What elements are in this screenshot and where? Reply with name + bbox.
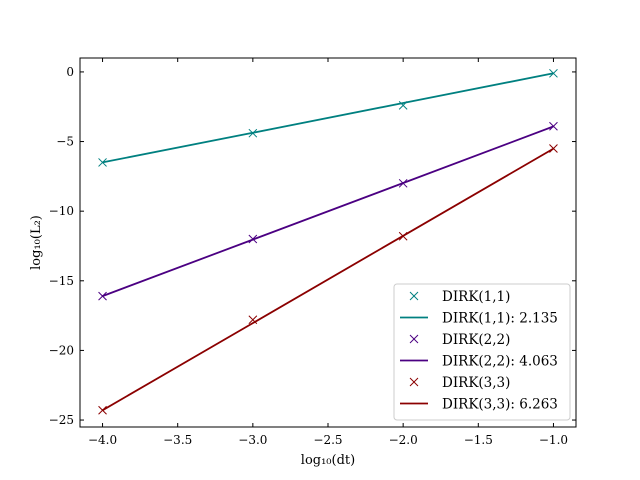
marker-stroke [549, 144, 558, 153]
y-axis-label: log₁₀(L₂) [29, 215, 44, 270]
data-point-series-2 [248, 234, 258, 244]
legend-label: DIRK(1,1) [442, 289, 510, 305]
y-tick-label: −5 [56, 135, 74, 149]
x-tick-label: −1.5 [464, 433, 493, 447]
data-point-series-1 [398, 100, 408, 110]
fit-line-series-1 [102, 72, 554, 164]
marker-stroke [549, 121, 558, 131]
marker-stroke [248, 234, 258, 244]
marker-stroke [409, 291, 419, 301]
axis-ticks: −4.0 −3.5 −3.0 −2.5 −2.0 −1.5 −1.0 0 −5 −10 −15 −20… [49, 58, 576, 447]
x-tick-label: −3.5 [163, 433, 192, 447]
legend: DIRK(1,1) DIRK(1,1): 2.135 DIRK(2,2) DIRK(2… [393, 283, 571, 421]
x-tick-label: −1.0 [539, 433, 568, 447]
marker-stroke [549, 68, 558, 78]
plot-area [98, 68, 558, 415]
fit-line-series-2 [102, 125, 554, 297]
y-tick-label: −15 [49, 274, 74, 288]
marker-stroke [398, 100, 408, 110]
data-point-series-3 [549, 144, 558, 153]
data-point-series-3 [398, 231, 408, 241]
x-tick-label: −2.0 [389, 433, 418, 447]
data-point-series-2 [98, 291, 107, 301]
fit-line-series-3 [102, 147, 554, 412]
marker-stroke [98, 405, 107, 415]
legend-box [393, 283, 571, 421]
legend-label: DIRK(2,2): 4.063 [442, 354, 558, 370]
legend-marker-series-3 [409, 377, 419, 387]
y-tick-label: 0 [66, 65, 74, 79]
y-tick-label: −10 [49, 204, 74, 218]
marker-stroke [409, 377, 419, 387]
marker-stroke [248, 128, 258, 138]
marker-stroke [398, 231, 408, 241]
legend-label: DIRK(3,3): 6.263 [442, 397, 558, 413]
data-point-series-2 [549, 121, 558, 131]
data-point-series-3 [98, 405, 107, 415]
y-tick-label: −25 [49, 413, 74, 427]
x-tick-label: −4.0 [88, 433, 117, 447]
marker-stroke [248, 315, 258, 325]
legend-label: DIRK(2,2) [442, 332, 510, 348]
data-point-series-1 [248, 128, 258, 138]
x-tick-label: −2.5 [313, 433, 342, 447]
data-point-series-2 [398, 178, 408, 188]
y-tick-label: −20 [49, 343, 74, 357]
legend-label: DIRK(1,1): 2.135 [442, 311, 558, 327]
data-point-series-3 [248, 315, 258, 325]
x-tick-label: −3.0 [238, 433, 267, 447]
marker-stroke [98, 158, 107, 167]
data-point-series-1 [98, 158, 107, 167]
legend-label: DIRK(3,3) [442, 375, 510, 391]
legend-marker-series-2 [409, 334, 419, 344]
data-point-series-1 [549, 68, 558, 78]
marker-stroke [98, 291, 107, 301]
marker-stroke [398, 178, 408, 188]
x-axis-label: log₁₀(dt) [301, 453, 355, 468]
marker-stroke [409, 334, 419, 344]
legend-marker-series-1 [409, 291, 419, 301]
